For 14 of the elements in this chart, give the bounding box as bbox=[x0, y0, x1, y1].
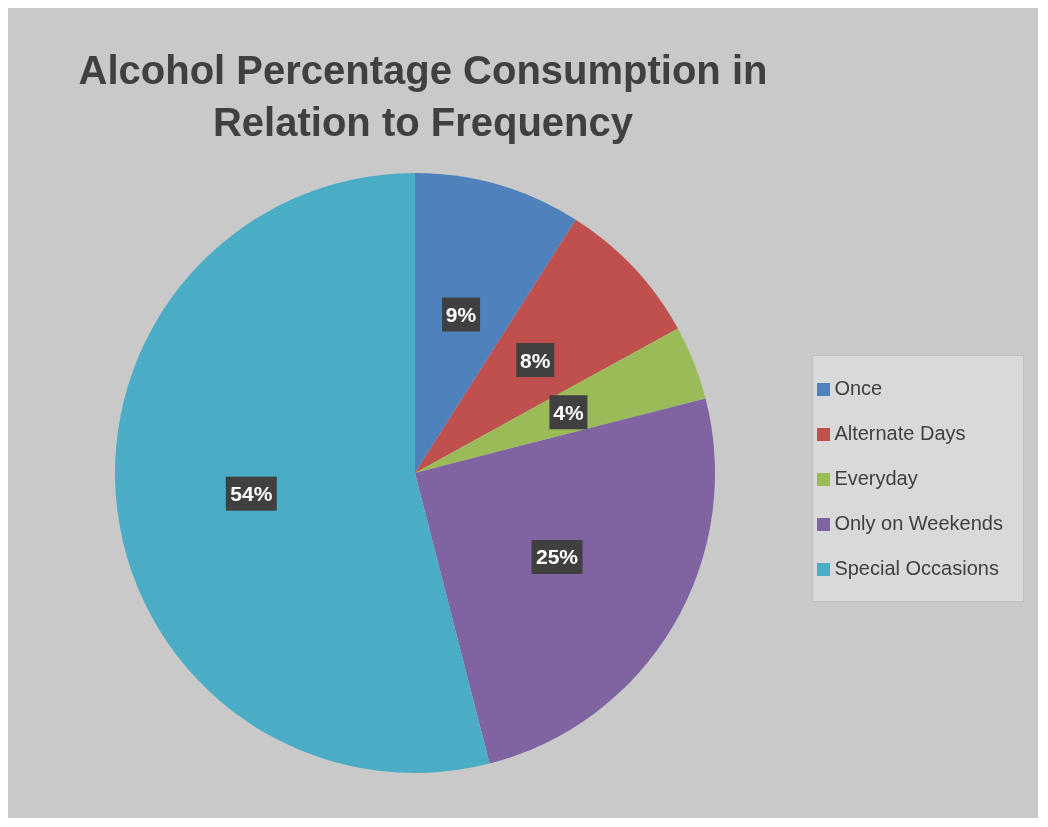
data-label: 54% bbox=[230, 482, 273, 506]
pie-slice bbox=[115, 173, 490, 773]
legend-label: Alternate Days bbox=[834, 421, 966, 444]
pie-slice bbox=[415, 219, 678, 473]
data-label: 8% bbox=[520, 348, 551, 372]
pie-slice bbox=[415, 398, 715, 764]
data-label: 25% bbox=[536, 545, 579, 569]
data-label: 9% bbox=[445, 303, 477, 327]
data-label: 4% bbox=[553, 400, 584, 424]
legend-label: Only on Weekends bbox=[834, 511, 1003, 534]
legend-label: Everyday bbox=[834, 466, 918, 489]
chart-title: Alcohol Percentage Consumption in Relation to Frequency bbox=[77, 47, 769, 146]
legend-label: Once bbox=[834, 376, 883, 399]
legend-label: Special Occasions bbox=[834, 556, 999, 579]
